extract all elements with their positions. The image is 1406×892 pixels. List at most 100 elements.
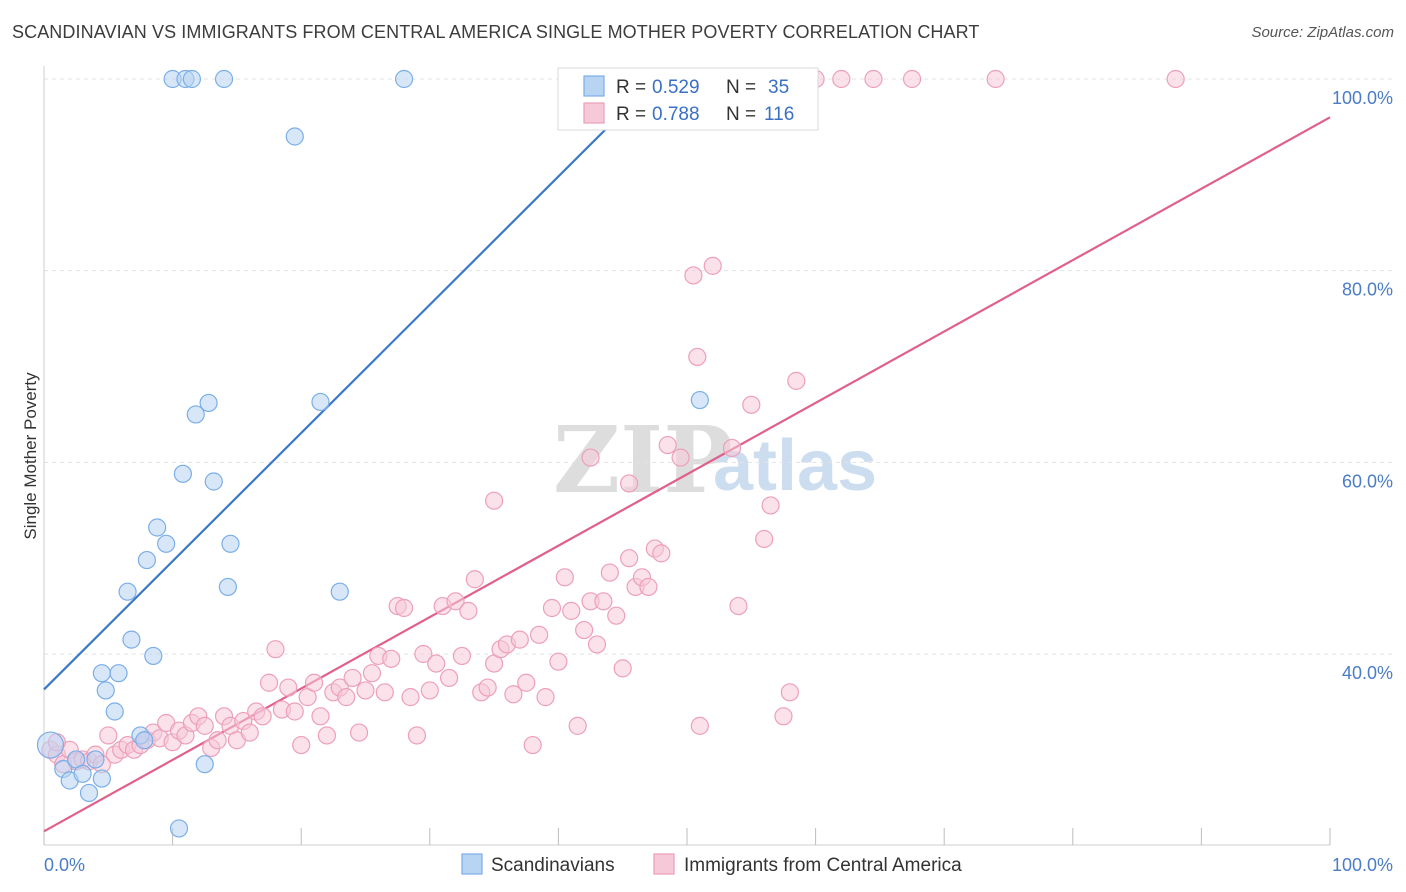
point-central-america-33 [253, 707, 272, 726]
trend-line-scandinavians [43, 78, 657, 691]
x-tick-label-1: 100.0% [1332, 855, 1393, 875]
bottom-legend-swatch-scandinavians [461, 853, 483, 875]
point-central-america-74 [517, 673, 536, 692]
point-central-america-96 [485, 491, 504, 510]
point-central-america-83 [575, 620, 594, 640]
data-points [36, 69, 1185, 838]
point-scandinavians-8 [92, 664, 111, 683]
point-scandinavians-17 [144, 646, 163, 666]
y-tick-label-0: 40.0% [1342, 663, 1393, 683]
legend-n-value-1: 35 [768, 77, 789, 98]
y-tick-label-2: 80.0% [1342, 280, 1393, 300]
bottom-legend-label-scandinavians: Scandinavians [491, 855, 615, 876]
point-scandinavians-19 [157, 534, 176, 553]
bottom-legend-label-central-america: Immigrants from Central America [684, 855, 962, 876]
point-scandinavians-35 [394, 69, 414, 89]
point-central-america-57 [407, 726, 427, 745]
point-central-america-115 [864, 69, 883, 89]
point-central-america-59 [420, 681, 439, 700]
point-central-america-76 [530, 625, 549, 644]
y-tick-label-1: 60.0% [1342, 471, 1393, 491]
point-central-america-26 [208, 731, 227, 750]
series-legend: Scandinavians Immigrants from Central Am… [461, 853, 962, 876]
point-central-america-82 [568, 716, 587, 735]
watermark-atlas: atlas [713, 426, 877, 506]
point-scandinavians-26 [195, 755, 214, 774]
point-scandinavians-9 [96, 681, 115, 700]
point-scandinavians-4 [73, 764, 92, 783]
watermark: ZIP atlas [553, 406, 877, 514]
point-central-america-37 [279, 678, 298, 697]
point-central-america-42 [311, 707, 330, 726]
point-central-america-47 [343, 668, 362, 688]
point-central-america-62 [439, 668, 459, 688]
point-central-america-64 [452, 646, 472, 666]
point-central-america-108 [755, 529, 774, 549]
point-scandinavians-15 [135, 731, 154, 750]
point-central-america-95 [652, 544, 671, 563]
point-central-america-80 [555, 568, 574, 587]
point-central-america-49 [356, 681, 375, 700]
point-scandinavians-28 [204, 472, 223, 491]
point-central-america-88 [607, 606, 626, 625]
point-central-america-48 [349, 723, 369, 742]
gridlines [44, 78, 1395, 655]
point-central-america-52 [375, 683, 394, 702]
point-scandinavians-31 [221, 534, 240, 553]
point-central-america-58 [414, 644, 433, 664]
point-scandinavians-34 [330, 582, 349, 601]
point-central-america-46 [337, 688, 356, 707]
point-central-america-53 [382, 649, 401, 668]
point-scandinavians-24 [182, 69, 201, 89]
point-central-america-78 [542, 598, 562, 618]
point-central-america-116 [902, 69, 922, 89]
point-central-america-90 [620, 549, 639, 568]
x-tick-label-0: 0.0% [44, 855, 85, 875]
point-central-america-118 [1166, 69, 1185, 89]
point-central-america-99 [658, 435, 677, 455]
point-central-america-97 [581, 448, 600, 467]
point-central-america-50 [362, 664, 382, 683]
point-central-america-68 [478, 678, 497, 697]
point-scandinavians-36 [690, 390, 709, 410]
point-central-america-114 [832, 69, 851, 89]
legend-r-label-2: R = [616, 104, 646, 125]
legend-n-value-2: 116 [764, 104, 794, 125]
point-scandinavians-29 [214, 69, 234, 89]
point-central-america-77 [536, 688, 555, 707]
point-central-america-56 [401, 688, 420, 707]
point-central-america-111 [780, 683, 799, 702]
point-scandinavians-6 [86, 750, 105, 769]
point-central-america-63 [446, 592, 465, 611]
point-central-america-110 [774, 707, 793, 726]
point-scandinavians-7 [92, 769, 111, 788]
point-central-america-105 [722, 438, 742, 458]
point-central-america-9 [99, 726, 118, 745]
point-central-america-106 [729, 596, 748, 616]
point-central-america-73 [510, 630, 529, 649]
point-scandinavians-10 [105, 702, 124, 721]
point-central-america-101 [684, 266, 703, 285]
legend-swatch-central-america [583, 102, 605, 124]
legend-r-value-2: 0.788 [652, 104, 700, 125]
point-scandinavians-12 [118, 582, 137, 601]
point-central-america-24 [195, 716, 214, 735]
y-axis-label: Single Mother Poverty [21, 372, 40, 540]
point-scandinavians-11 [109, 664, 128, 683]
point-scandinavians-16 [137, 550, 156, 570]
point-central-america-43 [317, 726, 337, 745]
point-scandinavians-21 [169, 819, 189, 838]
tick-labels: 40.0% 60.0% 80.0% 100.0% 0.0% 100.0% [44, 88, 1393, 875]
point-central-america-98 [620, 474, 639, 493]
point-central-america-86 [594, 592, 613, 611]
point-central-america-31 [240, 723, 259, 742]
point-scandinavians-13 [122, 630, 141, 649]
point-scandinavians-32 [285, 127, 304, 146]
point-scandinavians-33 [311, 392, 330, 412]
point-central-america-112 [787, 371, 806, 390]
point-central-america-75 [523, 735, 542, 755]
point-scandinavians-18 [148, 518, 167, 537]
y-tick-label-3: 100.0% [1332, 88, 1393, 108]
legend-r-value-1: 0.529 [652, 77, 700, 98]
